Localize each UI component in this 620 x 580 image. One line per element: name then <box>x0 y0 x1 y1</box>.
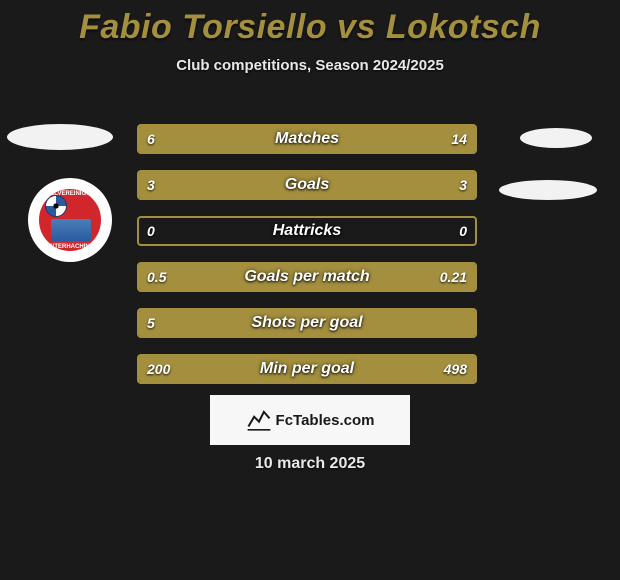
player-photo-placeholder-right-1 <box>520 128 592 148</box>
club-badge: SPIELVEREINIGUNG UNTERHACHING <box>28 178 112 262</box>
stat-value-right: 0 <box>459 223 467 239</box>
stat-label: Goals per match <box>139 268 475 286</box>
stat-bar: Min per goal200 498 <box>137 354 477 384</box>
source-badge: FcTables.com <box>210 395 410 445</box>
stat-label: Hattricks <box>139 222 475 240</box>
stat-bar: Goals per match0.5 0.21 <box>137 262 477 292</box>
stat-value-left: 3 <box>147 177 155 193</box>
stat-bar: Hattricks0 0 <box>137 216 477 246</box>
club-badge-text: SPIELVEREINIGUNG UNTERHACHING <box>39 189 101 251</box>
stat-bar: Shots per goal5 <box>137 308 477 338</box>
stat-value-left: 6 <box>147 131 155 147</box>
stat-value-left: 5 <box>147 315 155 331</box>
stat-value-right: 14 <box>451 131 467 147</box>
stat-value-left: 200 <box>147 361 170 377</box>
player-photo-placeholder-left <box>7 124 113 150</box>
chart-icon <box>246 407 272 433</box>
stat-value-left: 0 <box>147 223 155 239</box>
stat-value-right: 498 <box>444 361 467 377</box>
comparison-bars: Matches6 14 Goals3 3 Hattricks0 0 Goals per ma… <box>137 124 477 400</box>
club-badge-inner: SPIELVEREINIGUNG UNTERHACHING <box>36 186 104 254</box>
subtitle: Club competitions, Season 2024/2025 <box>0 57 620 74</box>
stat-value-right: 0.21 <box>440 269 467 285</box>
stat-value-left: 0.5 <box>147 269 166 285</box>
stat-value-right: 3 <box>459 177 467 193</box>
stat-label: Min per goal <box>139 360 475 378</box>
source-brand: FcTables.com <box>276 412 375 429</box>
stat-bar: Goals3 3 <box>137 170 477 200</box>
player-photo-placeholder-right-2 <box>499 180 597 200</box>
stat-bar: Matches6 14 <box>137 124 477 154</box>
stat-label: Matches <box>139 130 475 148</box>
stat-label: Shots per goal <box>139 314 475 332</box>
stat-label: Goals <box>139 176 475 194</box>
page-title: Fabio Torsiello vs Lokotsch <box>0 0 620 47</box>
date-label: 10 march 2025 <box>0 455 620 473</box>
